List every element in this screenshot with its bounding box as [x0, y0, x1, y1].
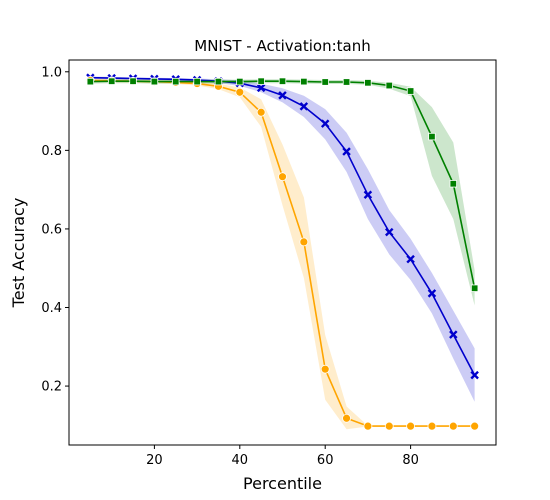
series-1-confidence-band: [90, 78, 475, 430]
series-0-point-11: [320, 119, 330, 128]
series-2-point-10: [300, 77, 308, 86]
y-tick-label-2: 0.6: [41, 222, 62, 237]
x-tick-label-2: 60: [317, 453, 334, 468]
series-2-point-1: [108, 77, 116, 85]
series-2-point-11: [321, 78, 329, 86]
y-tick-label-1: 0.4: [41, 301, 62, 316]
series-2-point-0: [86, 77, 95, 86]
ticks-layer: 20 40 60 80 0.2 0.4 0.6 0.8 1.0: [41, 65, 419, 468]
series-2-point-16: [428, 132, 436, 141]
series-2-point-5: [193, 77, 201, 86]
series-1-point-11: [320, 364, 330, 374]
x-tick-label-0: 20: [146, 453, 163, 468]
series-0-confidence-band: [90, 76, 475, 402]
y-tick-label-0: 0.2: [41, 380, 62, 395]
series-2-point-14: [385, 81, 393, 90]
series-0-point-12: [342, 147, 351, 156]
series-1-point-7: [235, 87, 245, 97]
x-tick-label-1: 40: [232, 453, 249, 468]
y-axis-label: Test Accuracy: [9, 198, 28, 309]
series-2-point-13: [364, 79, 372, 87]
series-1-point-17: [448, 421, 458, 431]
series-2-point-9: [278, 77, 287, 85]
series-2-point-6: [214, 77, 223, 86]
series-0-point-13: [363, 190, 373, 199]
series-0-point-10: [299, 102, 309, 111]
series-2-point-2: [129, 77, 137, 85]
series-2-point-15: [406, 87, 415, 95]
series-0-point-9: [278, 91, 287, 100]
plot-layer: [85, 73, 480, 431]
series-2-point-18: [470, 284, 479, 292]
series-2-point-12: [342, 78, 351, 86]
series-2-point-8: [257, 77, 265, 85]
series-2-point-7: [236, 77, 244, 86]
series-0-point-8: [256, 83, 266, 93]
series-1-point-13: [363, 421, 373, 431]
series-0-point-18: [470, 370, 479, 380]
series-1-point-8: [256, 107, 266, 117]
series-0-point-17: [449, 330, 458, 339]
series-1-point-10: [299, 237, 309, 247]
series-0-point-16: [427, 289, 437, 298]
y-tick-label-4: 1.0: [41, 65, 62, 80]
series-2-point-4: [172, 77, 180, 86]
x-axis-label: Percentile: [243, 474, 322, 493]
series-1-point-14: [384, 421, 394, 431]
y-tick-label-3: 0.8: [41, 144, 62, 159]
series-1-point-9: [278, 172, 287, 182]
chart-title: MNIST - Activation:tanh: [194, 37, 370, 55]
series-1-point-18: [470, 421, 480, 431]
series-2-point-17: [449, 180, 457, 188]
x-tick-label-3: 80: [402, 453, 419, 468]
series-0-point-15: [406, 254, 415, 264]
series-1-point-12: [342, 413, 351, 423]
series-1-point-16: [427, 421, 437, 431]
plot-frame: [68, 59, 497, 446]
series-0-point-14: [385, 227, 394, 237]
series-1-point-15: [406, 421, 416, 431]
series-2-point-3: [150, 77, 159, 86]
